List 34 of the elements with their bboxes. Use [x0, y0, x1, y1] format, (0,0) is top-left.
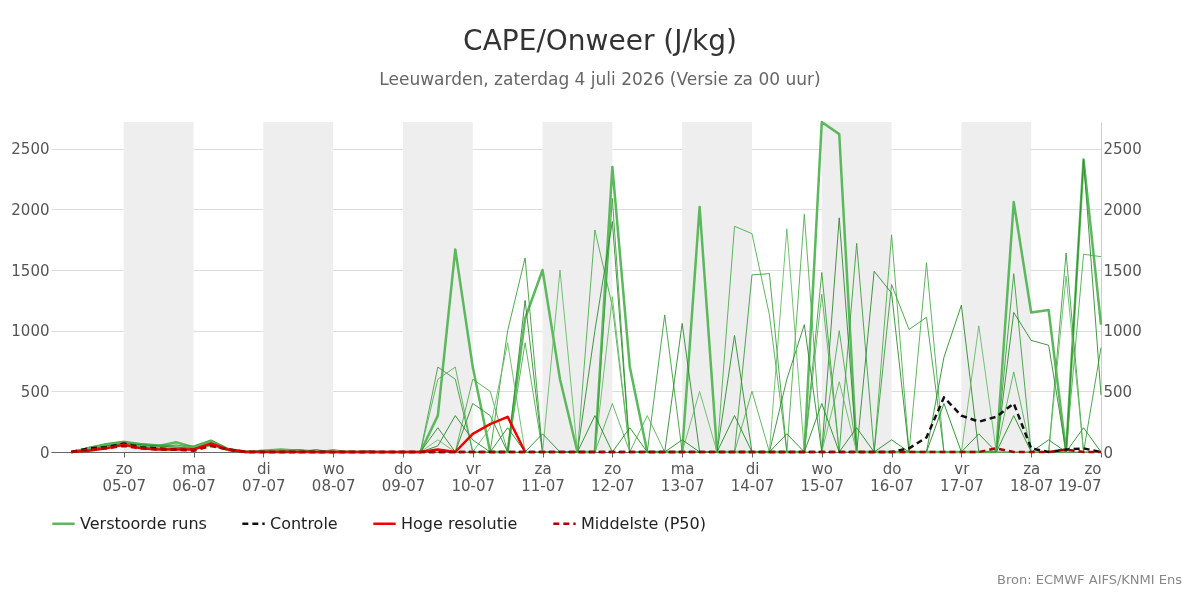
x-tick-label: wo 08-07	[311, 459, 356, 495]
chart-title: CAPE/Onweer (J/kg)	[462, 24, 738, 57]
y2-tick-label: 0	[1103, 443, 1114, 462]
y2-tick-label: 1000	[1103, 322, 1142, 341]
legend-label: Verstoorde runs	[80, 513, 207, 533]
x-tick-label: do 09-07	[381, 459, 426, 495]
x-tick-label: di 14-07	[730, 459, 775, 495]
x-tick-label: di 07-07	[242, 459, 286, 495]
x-tick-label: do 16-07	[870, 459, 914, 495]
x-tick-label: zo 12-07	[591, 459, 635, 495]
y2-tick-label: 1500	[1103, 261, 1142, 280]
legend-label: Controle	[270, 513, 338, 533]
y2-tick-label: 500	[1103, 382, 1133, 401]
y2-tick-label: 2000	[1103, 200, 1142, 219]
text: Bron: ECMWF AIFS/KNMI Ens	[997, 572, 1182, 587]
x-tick-label: za 18-07	[1009, 459, 1054, 495]
x-tick-label: wo 15-07	[800, 459, 845, 495]
y-tick-label: 0	[39, 443, 50, 462]
chart-subtitle: Leeuwarden, zaterdag 4 juli 2026 (Versie za 00 uur)	[378, 69, 822, 89]
x-tick-label: za 11-07	[521, 459, 565, 495]
y-tick-label: 1500	[11, 261, 50, 280]
y-tick-label: 1000	[11, 322, 50, 341]
y-tick-label: 2500	[11, 140, 50, 159]
x-tick-label: zo 19-07	[1057, 459, 1102, 495]
y-tick-label: 2000	[11, 200, 50, 219]
y2-tick-label: 2500	[1103, 140, 1142, 159]
x-tick-label: ma 06-07	[172, 459, 216, 495]
x-tick-label: vr 17-07	[940, 459, 984, 495]
x-tick-label: ma 13-07	[660, 459, 705, 495]
x-tick-label: vr 10-07	[451, 459, 496, 495]
y-tick-label: 500	[20, 382, 50, 401]
x-tick-label: zo 05-07	[102, 459, 147, 495]
legend-label: Hoge resolutie	[401, 513, 518, 533]
legend-label: Middelste (P50)	[581, 513, 706, 533]
